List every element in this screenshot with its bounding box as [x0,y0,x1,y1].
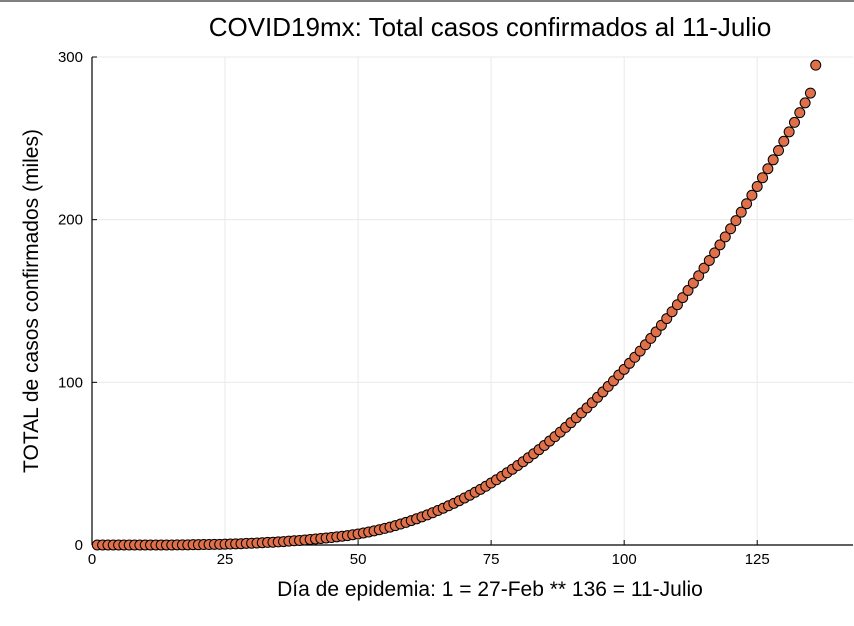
data-point [783,126,795,138]
data-point [725,223,737,235]
x-axis-label: Día de epidemia: 1 = 27-Feb ** 136 = 11-… [277,578,703,601]
data-point [693,270,705,282]
data-point [778,135,790,147]
data-point [767,154,779,166]
tick-labels: 0 25 50 75 100 125 0 100 200 300 [58,49,770,568]
y-tick-label: 200 [58,212,83,229]
y-tick-label: 100 [58,374,83,391]
data-point [794,107,806,119]
x-tick-label: 100 [612,551,637,568]
data-point [730,215,742,227]
chart-title: COVID19mx: Total casos confirmados al 11… [209,12,772,42]
y-tick-label: 300 [58,49,83,66]
data-point [762,163,774,175]
data-point [799,97,811,109]
data-point [757,172,769,184]
data-point [772,145,784,157]
data-point [810,59,822,71]
data-point [751,180,763,192]
data-point [703,254,715,266]
x-tick-label: 25 [217,551,234,568]
x-tick-label: 50 [350,551,367,568]
data-point [698,262,710,274]
x-tick-label: 125 [745,551,770,568]
data-point [788,116,800,128]
data-point [746,189,758,201]
data-point [714,239,726,251]
data-point [687,277,699,289]
data-points [91,59,822,551]
y-axis-label: TOTAL de casos confirmados (miles) [20,129,43,473]
grid-lines [91,56,853,546]
data-point [741,198,753,210]
x-tick-label: 0 [88,551,96,568]
axes [91,56,853,546]
data-point [709,247,721,259]
data-point [719,231,731,243]
y-tick-label: 0 [75,537,83,554]
data-point [804,87,816,99]
data-point [682,284,694,296]
data-point [735,206,747,218]
x-tick-label: 75 [483,551,500,568]
